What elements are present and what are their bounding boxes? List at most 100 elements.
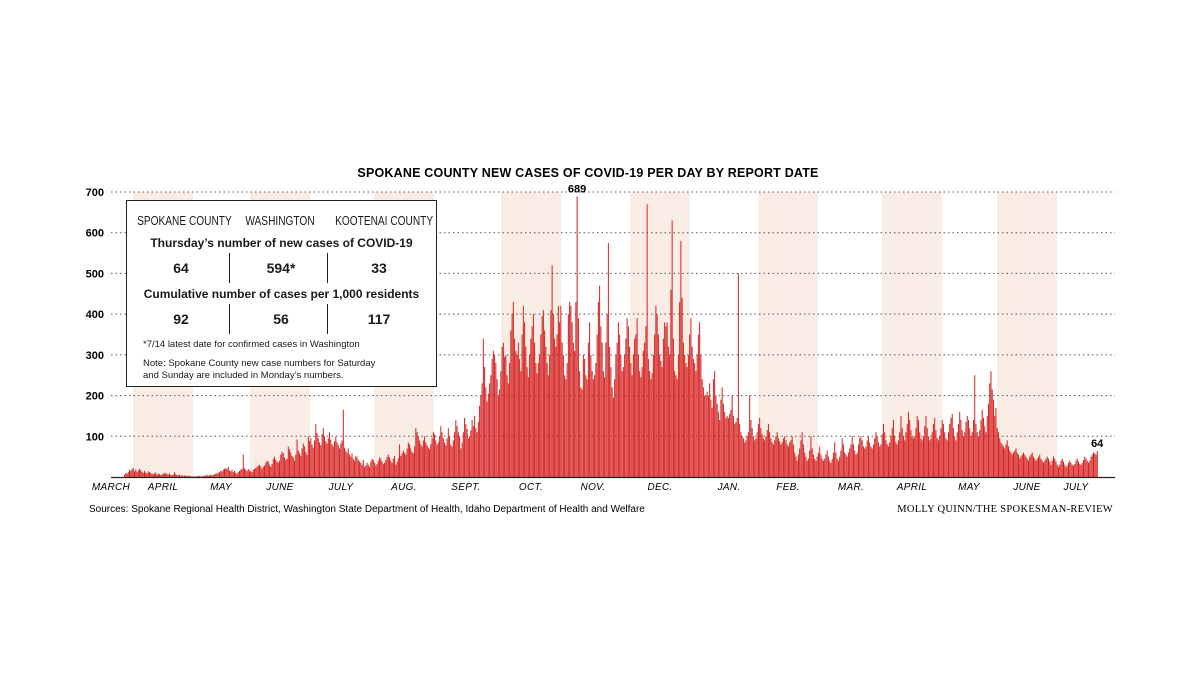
bar [352, 458, 354, 477]
bar [684, 354, 686, 477]
bar [812, 454, 814, 477]
bar [221, 471, 223, 477]
divider [229, 304, 230, 334]
x-tick-label: JAN. [717, 482, 741, 493]
bar [796, 460, 798, 477]
bar [234, 470, 236, 477]
bar [611, 387, 613, 477]
bar [484, 367, 486, 477]
bar [992, 399, 994, 477]
row2-kootenai: 117 [367, 311, 391, 327]
bar [671, 220, 673, 477]
bar [277, 462, 279, 477]
bar [745, 440, 747, 477]
bar [251, 472, 253, 477]
bar [850, 444, 852, 477]
bar [830, 462, 832, 477]
bar [230, 471, 232, 477]
bar [126, 473, 128, 477]
bar [556, 334, 558, 477]
bar [1090, 456, 1092, 477]
bar [607, 242, 609, 477]
bar [394, 455, 396, 477]
bar [1006, 440, 1008, 477]
bar [279, 460, 281, 477]
bar [790, 440, 792, 477]
bar [787, 446, 789, 477]
bar [240, 469, 242, 477]
x-tick-label: JULY [1063, 482, 1090, 493]
bar [630, 363, 632, 477]
bar [575, 301, 577, 477]
bar [586, 379, 588, 477]
x-tick-label: MARCH [92, 482, 131, 493]
bar [559, 322, 561, 477]
bar [524, 322, 526, 477]
bar [416, 432, 418, 477]
bar [701, 379, 703, 477]
bar [981, 409, 983, 477]
bar [520, 371, 522, 477]
bar [651, 373, 653, 477]
bar [399, 444, 401, 477]
bar [501, 346, 503, 477]
bar [946, 440, 948, 477]
bar [224, 468, 226, 477]
bar [264, 465, 266, 477]
bar [474, 415, 476, 477]
bar [890, 436, 892, 477]
bar [351, 453, 353, 477]
bar [744, 442, 746, 477]
bar [424, 436, 426, 477]
bar [486, 401, 488, 477]
bar [127, 472, 129, 477]
bar [322, 428, 324, 477]
bar [149, 472, 151, 477]
bar [924, 426, 926, 477]
bar [716, 403, 718, 477]
bar [1062, 461, 1064, 477]
bar [1054, 458, 1056, 477]
bar [124, 474, 125, 477]
bar [227, 466, 229, 477]
bar [466, 428, 468, 477]
bar [161, 474, 163, 477]
bar [804, 452, 806, 477]
bar [990, 371, 992, 477]
bar [1046, 456, 1048, 477]
bar [826, 450, 828, 477]
bar [979, 430, 981, 477]
bar [1052, 456, 1054, 477]
bar [274, 456, 276, 477]
bar [129, 469, 130, 477]
bar [984, 426, 986, 477]
bar [502, 342, 504, 477]
x-tick-label: MAY [958, 482, 981, 493]
bar [789, 442, 791, 477]
bar [409, 444, 411, 477]
bar [989, 383, 991, 477]
bar [480, 395, 482, 477]
bar [645, 326, 647, 477]
bar [680, 240, 682, 477]
bar [444, 442, 446, 477]
bar [627, 326, 629, 477]
bar [460, 448, 462, 477]
bar [146, 473, 148, 477]
bar [896, 444, 898, 477]
bar [860, 436, 862, 477]
x-tick-label: MAY [210, 482, 233, 493]
bar [362, 459, 364, 477]
bar [987, 403, 989, 477]
bar [967, 420, 969, 477]
bar [324, 436, 326, 477]
bar [214, 474, 216, 477]
bar [490, 375, 492, 477]
bar [1069, 460, 1071, 477]
bar [650, 379, 652, 477]
bar [179, 474, 181, 477]
bar [845, 454, 847, 477]
bar [489, 383, 491, 477]
bar [439, 436, 441, 477]
bar [779, 441, 781, 477]
